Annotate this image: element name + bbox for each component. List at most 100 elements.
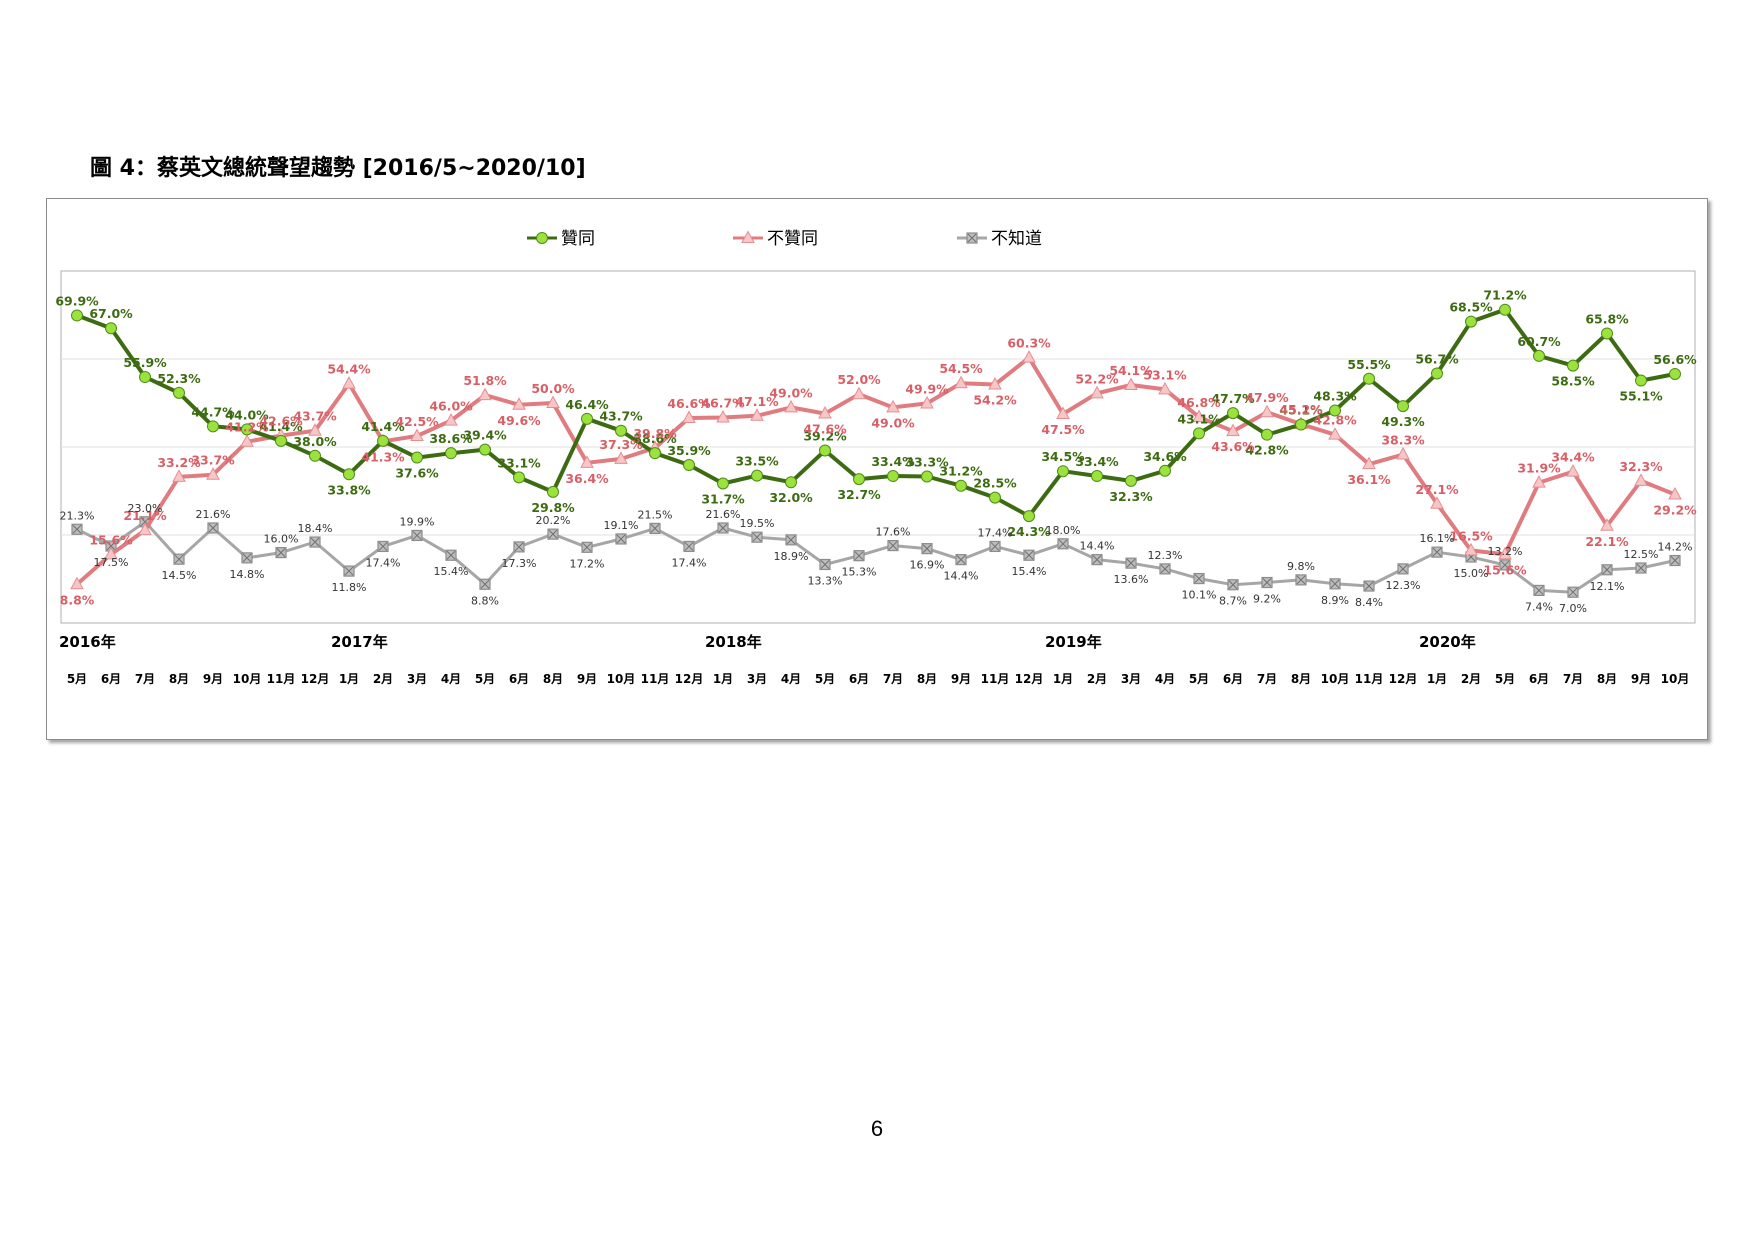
data-point xyxy=(1295,574,1307,586)
data-label: 46.4% xyxy=(565,397,609,412)
data-label: 31.9% xyxy=(1517,461,1561,476)
data-label: 13.6% xyxy=(1114,573,1149,586)
data-point xyxy=(615,424,627,437)
data-label: 34.5% xyxy=(1041,449,1085,464)
data-label: 21.3% xyxy=(60,509,95,522)
month-tick-label: 12月 xyxy=(301,672,330,686)
data-label: 38.0% xyxy=(293,434,337,449)
data-point xyxy=(1396,446,1410,460)
data-point xyxy=(1057,538,1069,550)
data-label: 41.4% xyxy=(361,419,405,434)
data-point xyxy=(410,428,424,441)
data-point xyxy=(716,409,730,423)
data-point xyxy=(1090,385,1104,399)
data-label: 34.4% xyxy=(1551,450,1595,465)
month-tick-label: 8月 xyxy=(169,672,189,686)
data-point xyxy=(139,371,151,384)
data-point xyxy=(478,387,492,401)
data-label: 51.8% xyxy=(463,373,507,388)
data-point xyxy=(1227,407,1239,420)
data-label: 15.0% xyxy=(1454,567,1489,580)
data-point xyxy=(70,576,84,590)
data-label: 33.4% xyxy=(871,454,915,469)
data-label: 68.5% xyxy=(1449,300,1493,315)
data-label: 33.8% xyxy=(327,482,371,497)
data-point xyxy=(1669,554,1681,567)
legend-marker xyxy=(536,232,548,244)
data-point xyxy=(751,531,763,543)
data-point xyxy=(411,451,423,464)
data-point xyxy=(649,522,661,534)
month-tick-label: 11月 xyxy=(641,672,670,686)
data-label: 42.5% xyxy=(395,414,439,429)
data-point xyxy=(717,477,729,490)
year-label: 2016年 xyxy=(59,633,116,651)
legend-marker xyxy=(741,230,755,243)
data-point xyxy=(1397,400,1409,413)
chart-legend: 贊同 不贊同 不知道 xyxy=(527,229,1042,249)
data-label: 21.6% xyxy=(706,508,741,521)
data-label: 41.3% xyxy=(361,449,405,464)
data-point xyxy=(955,479,967,492)
data-point xyxy=(1430,496,1444,509)
data-label: 46.7% xyxy=(701,396,745,411)
data-label: 33.4% xyxy=(1075,454,1119,469)
data-point xyxy=(377,434,389,447)
data-point xyxy=(887,470,899,483)
data-label: 15.6% xyxy=(1483,562,1527,577)
data-label: 19.9% xyxy=(400,515,435,528)
month-tick-label: 4月 xyxy=(1155,672,1175,686)
data-point xyxy=(241,552,253,564)
data-point xyxy=(784,399,798,413)
data-label: 9.8% xyxy=(1287,560,1315,573)
data-label: 17.2% xyxy=(570,557,605,570)
month-tick-label: 7月 xyxy=(1257,672,1277,686)
data-label: 15.4% xyxy=(1012,565,1047,578)
data-label: 47.6% xyxy=(803,422,847,437)
chart-frame: 贊同 不贊同 不知道 69.9% 67.0% 55.9% 52.3% 44.7% 44.0% 4… xyxy=(46,198,1708,740)
data-point xyxy=(71,523,83,535)
data-label: 54.2% xyxy=(973,393,1017,408)
data-label: 42.8% xyxy=(1313,413,1357,428)
data-label: 55.5% xyxy=(1347,357,1391,372)
data-label: 35.9% xyxy=(667,443,711,458)
data-label: 60.7% xyxy=(1517,334,1561,349)
data-point xyxy=(1499,559,1511,571)
month-tick-label: 8月 xyxy=(543,672,563,686)
line-chart: 贊同 不贊同 不知道 69.9%67.0%55.9%52.3%44.7%44.0%4… xyxy=(55,229,1697,686)
data-point xyxy=(615,533,627,545)
data-label: 33.1% xyxy=(497,455,541,470)
data-label: 46.6% xyxy=(667,396,711,411)
data-point xyxy=(750,408,764,421)
data-label: 31.7% xyxy=(701,492,745,507)
data-point xyxy=(751,469,763,482)
data-point xyxy=(649,447,661,460)
month-tick-label: 6月 xyxy=(849,672,869,686)
data-point xyxy=(988,376,1002,390)
data-label: 29.8% xyxy=(531,500,575,515)
data-point xyxy=(1328,427,1342,440)
data-point xyxy=(1634,473,1648,486)
data-point xyxy=(513,471,525,484)
data-point xyxy=(886,399,900,413)
month-tick-label: 9月 xyxy=(951,672,971,686)
month-tick-label: 12月 xyxy=(1015,672,1044,686)
data-label: 45.1% xyxy=(1279,403,1323,418)
data-label: 37.3% xyxy=(599,437,643,452)
data-label: 39.8% xyxy=(633,426,677,441)
data-label: 12.3% xyxy=(1386,579,1421,592)
data-label: 48.3% xyxy=(1313,388,1357,403)
month-tick-label: 7月 xyxy=(1563,672,1583,686)
data-point xyxy=(207,420,219,433)
month-tick-label: 5月 xyxy=(475,672,495,686)
data-label: 8.8% xyxy=(60,592,95,607)
data-point xyxy=(1193,572,1205,585)
data-point xyxy=(275,434,287,447)
data-label: 21.6% xyxy=(196,508,231,521)
data-label: 27.1% xyxy=(1415,482,1459,497)
data-label: 71.2% xyxy=(1483,288,1527,303)
data-label: 8.8% xyxy=(471,594,499,607)
data-point xyxy=(1159,563,1171,575)
data-point xyxy=(989,491,1001,504)
data-label: 12.3% xyxy=(1148,549,1183,562)
